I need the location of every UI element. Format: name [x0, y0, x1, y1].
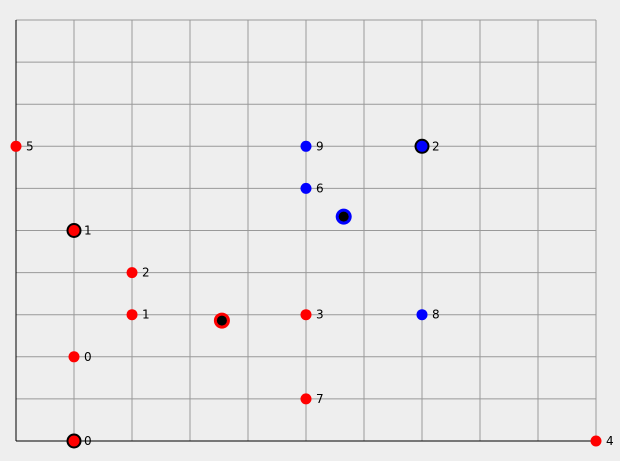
data-point-label: 3 [316, 308, 324, 322]
data-point-label: 0 [84, 434, 92, 448]
data-point-label: 8 [432, 308, 440, 322]
data-point [416, 140, 428, 152]
data-point [68, 435, 80, 447]
data-point-label: 6 [316, 181, 324, 195]
data-point [300, 140, 312, 152]
data-point-label: 7 [316, 392, 324, 406]
data-point-label: 0 [84, 350, 92, 364]
data-point [10, 140, 22, 152]
data-point [68, 225, 80, 236]
data-marks [10, 138, 602, 449]
data-point [68, 351, 80, 363]
data-point-label: 2 [142, 266, 150, 280]
data-point-label: 4 [606, 434, 614, 448]
data-point [300, 393, 312, 405]
data-point [590, 435, 602, 447]
axes [15, 20, 596, 442]
data-point-label: 9 [316, 139, 324, 153]
centroid-center [338, 211, 349, 222]
point-labels: 5 9 6 1 2 1 3 8 0 7 0 4 2 [26, 139, 614, 448]
data-point [126, 309, 138, 321]
data-point [300, 182, 312, 194]
data-point-label: 5 [26, 139, 34, 153]
data-point [300, 309, 312, 321]
data-point-label: 2 [432, 139, 440, 153]
centroid-center [216, 315, 227, 326]
data-point-label: 1 [84, 224, 92, 238]
grid-lines [16, 19, 597, 441]
data-point [416, 309, 428, 321]
data-point-label: 1 [142, 308, 150, 322]
data-point [126, 267, 138, 279]
